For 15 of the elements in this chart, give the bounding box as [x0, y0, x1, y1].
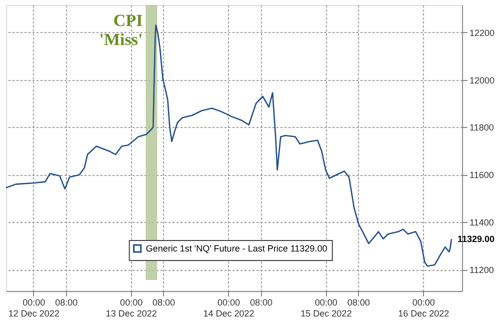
- annotation: 11329.00: [458, 234, 495, 244]
- y-tick-label: 11400: [470, 218, 494, 228]
- legend-label: Generic 1st 'NQ' Future - Last Price 11329.00: [146, 244, 328, 254]
- y-tick-label: 11800: [470, 122, 494, 133]
- y-tick-label: 11200: [470, 265, 494, 276]
- x-tick-label: 08:00: [347, 298, 370, 308]
- y-tick-label: 12200: [470, 28, 495, 38]
- band-label: CPI 'Miss': [99, 11, 144, 49]
- x-tick-label: 08:00: [152, 298, 176, 308]
- x-tick-label: 00:00 16 Dec 2022: [398, 298, 450, 318]
- y-tick-label: 12000: [470, 75, 495, 86]
- x-tick-label: 08:00: [55, 298, 78, 308]
- line-series: [5, 24, 452, 267]
- x-tick-label: 08:00: [250, 298, 272, 308]
- y-tick-label: 11600: [470, 170, 494, 180]
